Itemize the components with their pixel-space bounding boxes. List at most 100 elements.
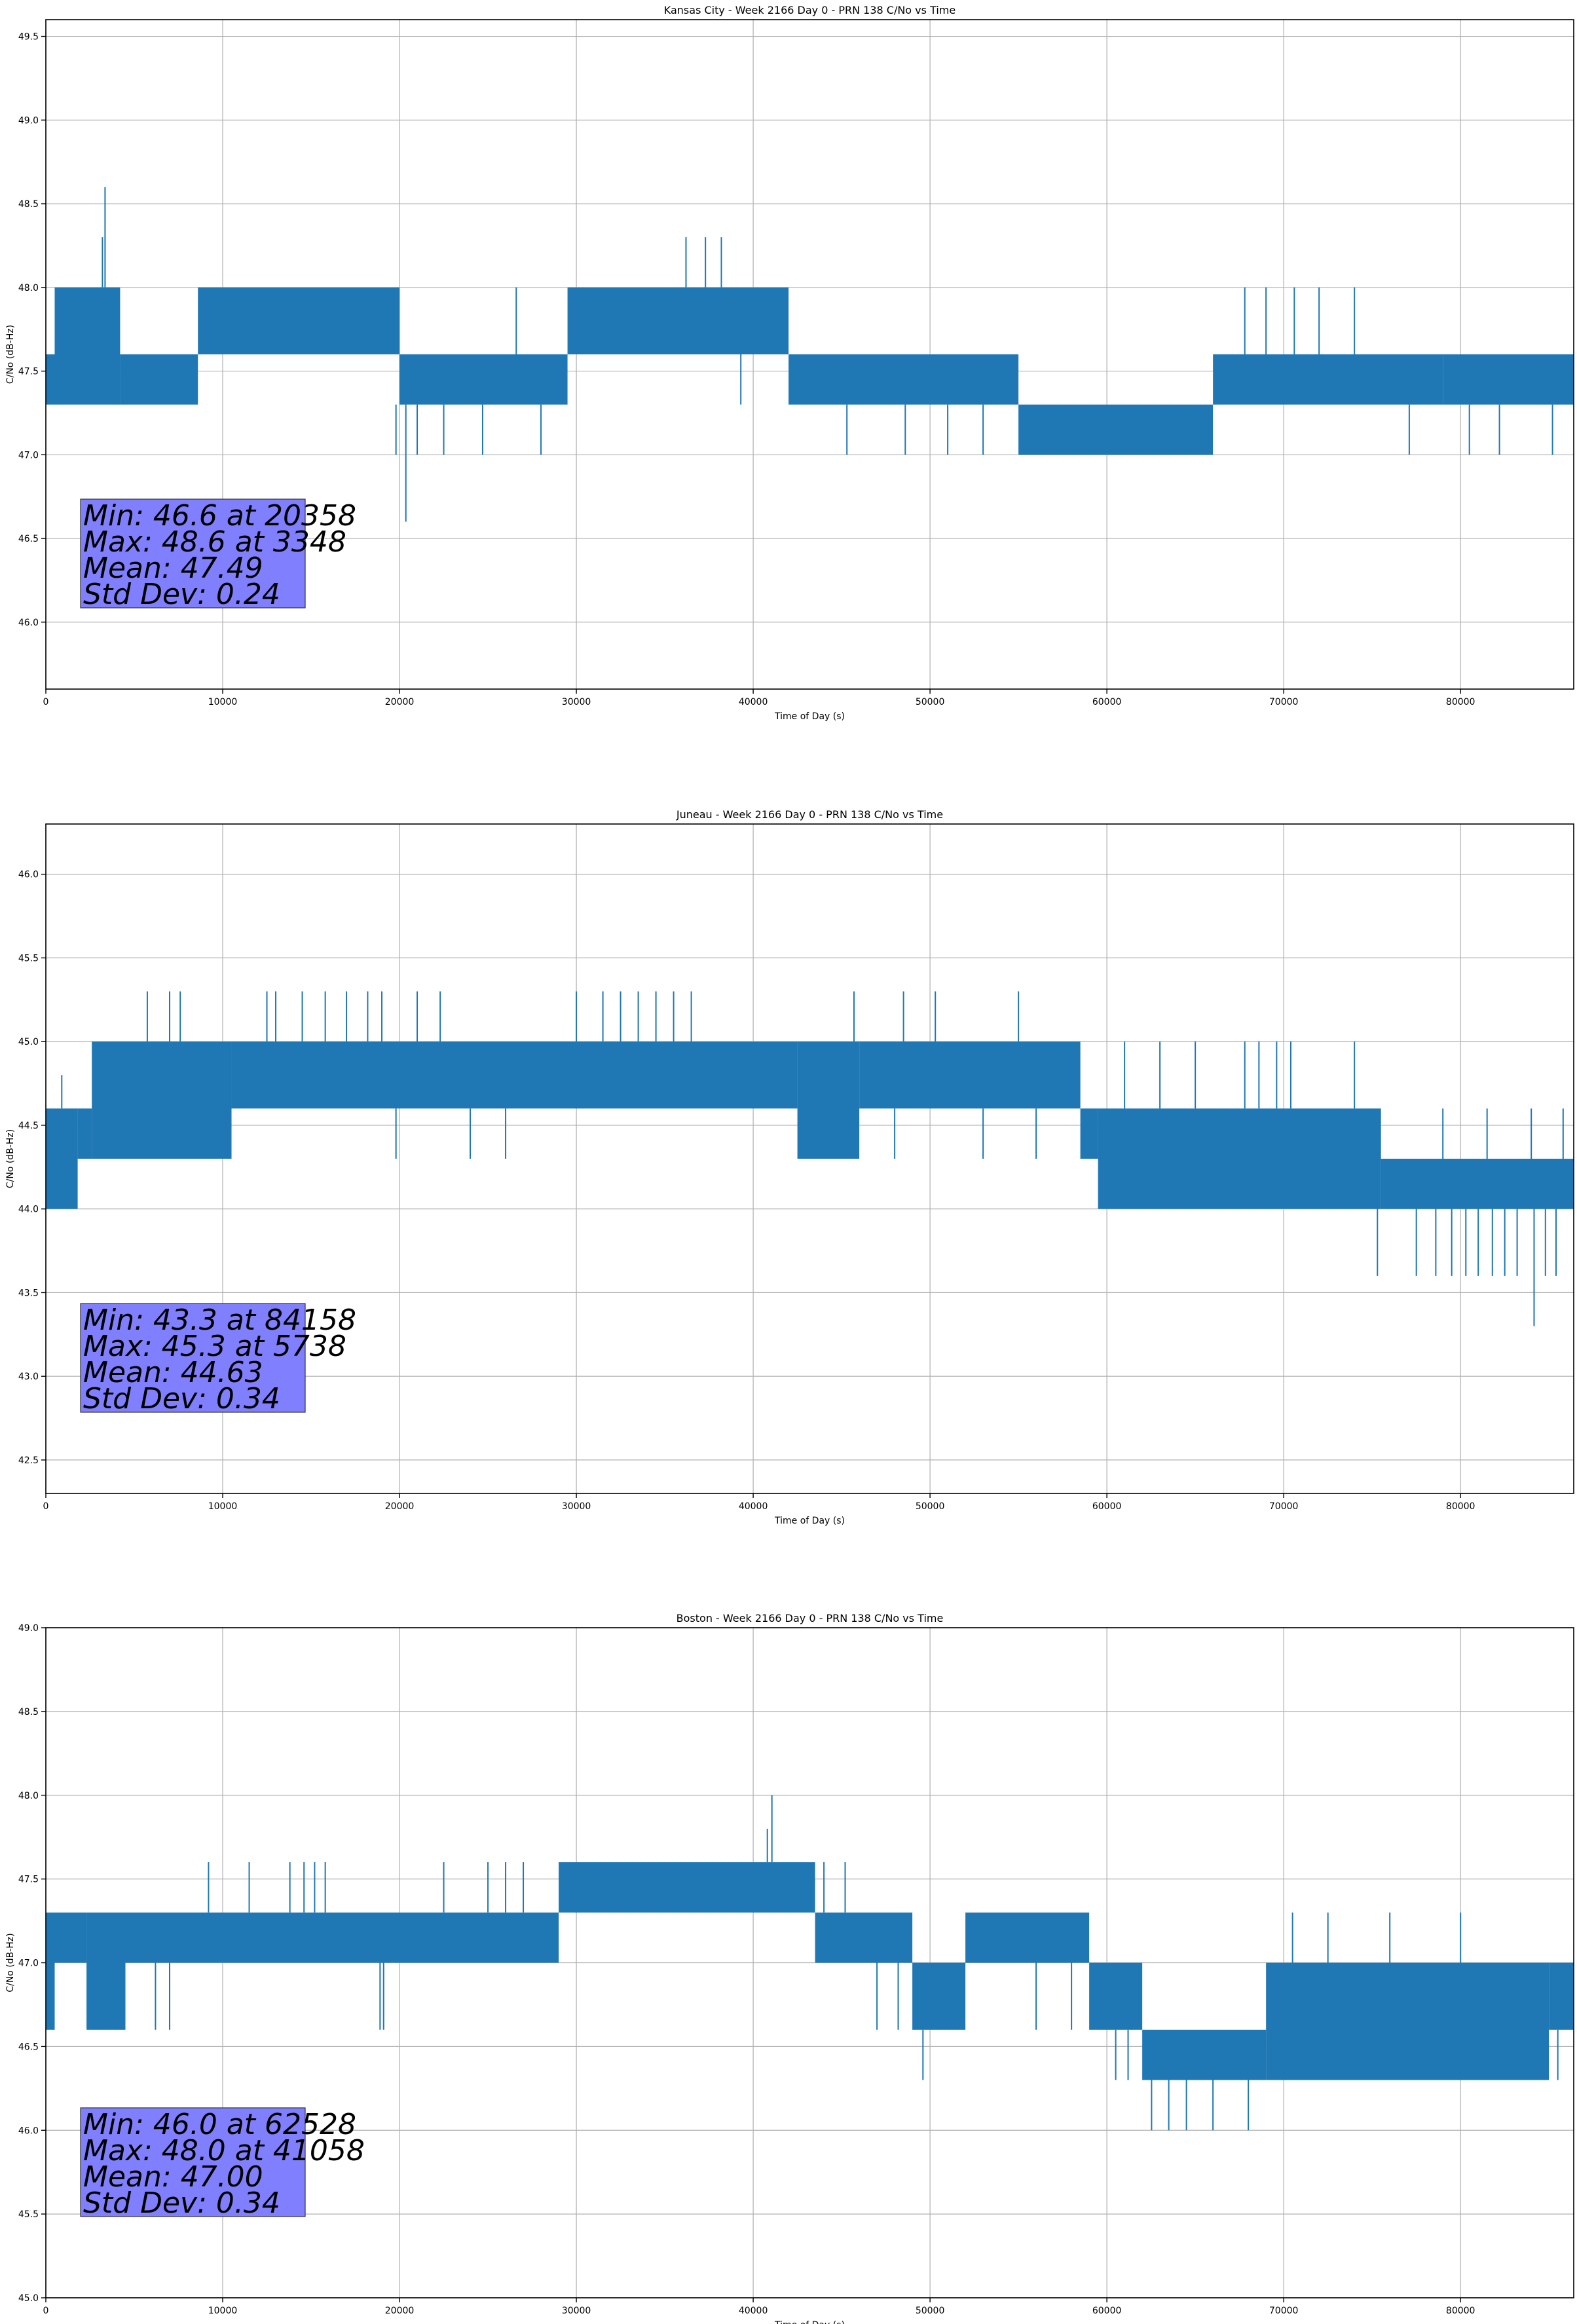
y-tick-label: 46.5 (18, 2042, 39, 2052)
y-tick-label: 46.5 (18, 534, 39, 544)
x-tick-label: 80000 (1446, 697, 1475, 707)
y-tick-label: 47.5 (18, 1875, 39, 1885)
plot-frame (45, 19, 1574, 690)
stats-line: Std Dev: 0.34 (83, 2186, 280, 2220)
y-tick-label: 49.0 (18, 1623, 39, 1634)
cno-band-segment (120, 354, 198, 405)
y-tick-label: 44.5 (18, 1121, 39, 1131)
cno-band-segment (1080, 1108, 1098, 1159)
cno-band-segment (1142, 2029, 1267, 2080)
x-tick-label: 50000 (916, 2306, 945, 2316)
x-tick-label: 10000 (208, 2306, 238, 2316)
cno-band-segment (399, 354, 568, 405)
x-tick-label: 30000 (562, 697, 591, 707)
y-tick-label: 45.5 (18, 953, 39, 964)
stats-box (80, 498, 306, 609)
y-tick-label: 49.5 (18, 32, 39, 43)
stats-line: Std Dev: 0.24 (83, 578, 280, 611)
x-tick-label: 20000 (385, 697, 415, 707)
chart-panel-2: 0 10000 20000 30000 40000 50000 60000 70000 8000… (5, 808, 1574, 1526)
chart-title: Boston - Week 2166 Day 0 - PRN 138 C/No … (677, 1612, 944, 1624)
y-axis-label: C/No (dB-Hz) (5, 1129, 16, 1188)
x-tick-label: 0 (43, 697, 49, 707)
cno-band-segment (559, 1862, 815, 1913)
y-tick-label: 47.5 (18, 367, 39, 377)
x-tick-label: 50000 (916, 1501, 945, 1512)
x-tick-label: 20000 (385, 1501, 415, 1512)
y-tick-label: 46.0 (18, 618, 39, 628)
cno-band-segment (1266, 1962, 1549, 2080)
x-tick-label: 60000 (1092, 2306, 1122, 2316)
y-tick-label: 48.5 (18, 1707, 39, 1717)
cno-band-segment (77, 1108, 92, 1159)
y-tick-label: 48.0 (18, 283, 39, 293)
stats-line: Mean: 44.63 (83, 1356, 263, 1389)
cno-band-segment (797, 1041, 860, 1159)
y-axis-label: C/No (dB-Hz) (5, 1933, 16, 1992)
y-tick-label: 46.0 (18, 2126, 39, 2136)
stats-line: Max: 48.6 at 3348 (83, 525, 346, 559)
cno-band-segment (46, 354, 55, 405)
x-axis-label: Time of Day (s) (774, 1516, 845, 1526)
x-tick-label: 80000 (1446, 1501, 1475, 1512)
cno-band-segment (125, 1912, 559, 1963)
x-tick-label: 0 (43, 1501, 49, 1512)
x-tick-label: 60000 (1092, 1501, 1122, 1512)
y-tick-label: 43.5 (18, 1288, 39, 1298)
cno-band-segment (46, 1108, 78, 1209)
cno-band-segment (86, 1912, 126, 2030)
stats-line: Mean: 47.00 (83, 2160, 263, 2194)
cno-band-segment (1443, 354, 1574, 405)
chart-title: Juneau - Week 2166 Day 0 - PRN 138 C/No … (676, 808, 943, 821)
cno-band-segment (46, 1912, 55, 2030)
stats-line: Max: 45.3 at 5738 (83, 1330, 346, 1363)
stats-line: Min: 43.3 at 84158 (83, 1303, 356, 1337)
y-tick-label: 48.0 (18, 1791, 39, 1801)
cno-band-segment (965, 1912, 1090, 1963)
y-tick-label: 49.0 (18, 115, 39, 126)
chart-panel-3: 0 10000 20000 30000 40000 50000 60000 70000 8000… (5, 1612, 1574, 2324)
plot-frame (45, 823, 1574, 1494)
x-tick-label: 0 (43, 2306, 49, 2316)
y-tick-label: 48.5 (18, 199, 39, 210)
x-tick-label: 70000 (1269, 2306, 1299, 2316)
y-axis-label: C/No (dB-Hz) (5, 325, 16, 384)
x-tick-label: 30000 (562, 2306, 591, 2316)
cno-band-segment (1381, 1159, 1574, 1209)
stats-line: Min: 46.6 at 20358 (83, 499, 356, 533)
x-axis-label: Time of Day (s) (774, 2320, 845, 2324)
x-tick-label: 60000 (1092, 697, 1122, 707)
y-tick-label: 43.0 (18, 1372, 39, 1382)
cno-band-segment (1089, 1962, 1143, 2030)
x-tick-label: 70000 (1269, 697, 1299, 707)
x-tick-label: 10000 (208, 697, 238, 707)
y-tick-label: 45.0 (18, 2293, 39, 2304)
stats-line: Mean: 47.49 (83, 552, 263, 585)
cno-band-segment (231, 1041, 798, 1109)
stats-line: Max: 48.0 at 41058 (83, 2134, 365, 2167)
y-tick-label: 45.0 (18, 1037, 39, 1047)
x-tick-label: 40000 (739, 1501, 768, 1512)
y-tick-label: 42.5 (18, 1455, 39, 1466)
cno-band-segment (567, 287, 789, 354)
x-tick-label: 40000 (739, 697, 768, 707)
cno-band-segment (912, 1962, 966, 2030)
x-axis-label: Time of Day (s) (774, 711, 845, 722)
cno-band-segment (54, 287, 121, 405)
x-tick-label: 80000 (1446, 2306, 1475, 2316)
stats-box (80, 2107, 306, 2217)
x-tick-label: 50000 (916, 697, 945, 707)
x-tick-label: 70000 (1269, 1501, 1299, 1512)
y-tick-label: 45.5 (18, 2209, 39, 2220)
cno-band-segment (92, 1041, 232, 1159)
cno-band-segment (859, 1041, 1081, 1109)
cno-band-segment (1213, 354, 1443, 405)
cno-band-segment (1098, 1108, 1381, 1209)
cno-band-segment (815, 1912, 913, 1963)
x-tick-label: 10000 (208, 1501, 238, 1512)
cno-band-segment (788, 354, 1019, 405)
y-tick-label: 47.0 (18, 450, 39, 460)
stats-line: Min: 46.0 at 62528 (83, 2108, 356, 2141)
y-tick-label: 46.0 (18, 870, 39, 880)
